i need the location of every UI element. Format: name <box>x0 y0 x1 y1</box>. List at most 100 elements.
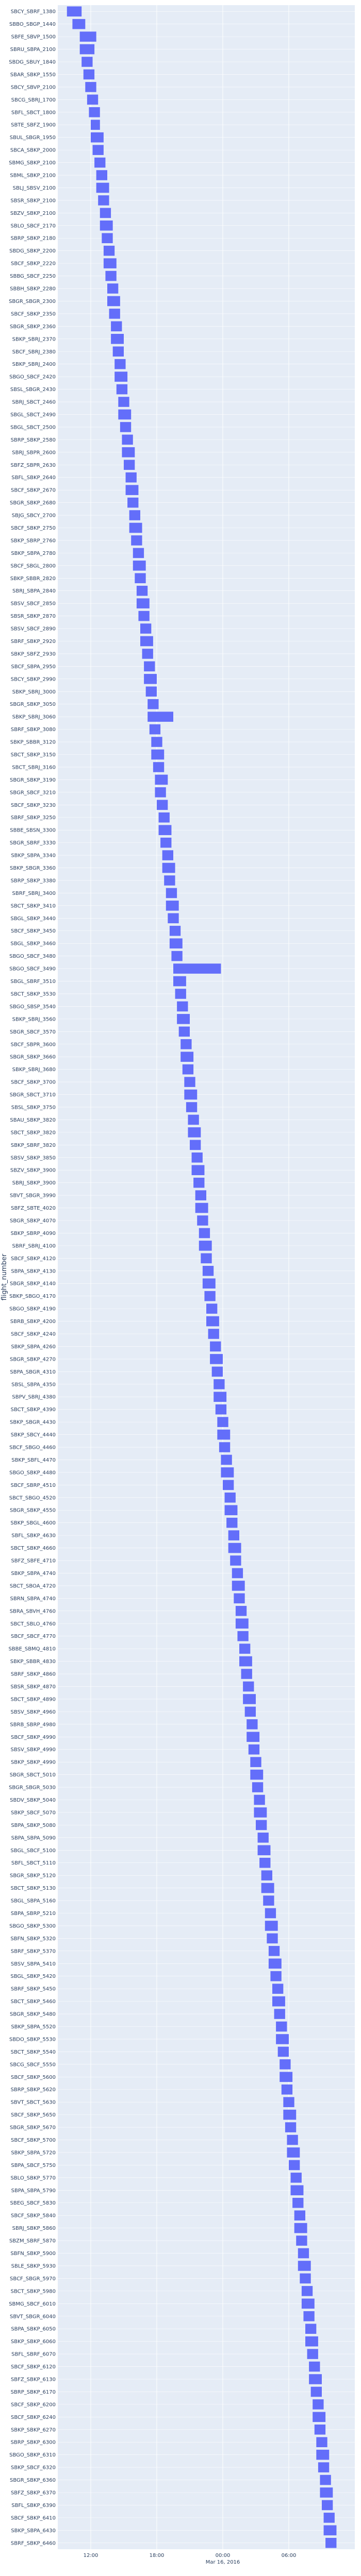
flight-bar[interactable] <box>157 800 168 810</box>
flight-bar[interactable] <box>224 1493 236 1503</box>
flight-bar[interactable] <box>224 1505 238 1516</box>
flight-bar[interactable] <box>191 1152 203 1163</box>
flight-bar[interactable] <box>305 2324 317 2334</box>
flight-bar[interactable] <box>263 1895 274 1906</box>
flight-bar[interactable] <box>283 2109 297 2120</box>
flight-bar[interactable] <box>272 1984 284 1994</box>
flight-bar[interactable] <box>145 686 157 697</box>
flight-bar[interactable] <box>290 2173 302 2183</box>
flight-bar[interactable] <box>162 862 175 873</box>
flight-bar[interactable] <box>155 774 168 785</box>
flight-bar[interactable] <box>316 2437 327 2447</box>
flight-bar[interactable] <box>254 1794 265 1805</box>
flight-bar[interactable] <box>199 1241 212 1251</box>
flight-bar[interactable] <box>114 359 126 369</box>
flight-bar[interactable] <box>182 1064 194 1075</box>
flight-bar[interactable] <box>180 1052 194 1062</box>
flight-bar[interactable] <box>169 938 183 948</box>
flight-bar[interactable] <box>280 2072 293 2082</box>
flight-bar[interactable] <box>118 397 129 407</box>
flight-bar[interactable] <box>155 787 166 798</box>
flight-bar[interactable] <box>310 2386 322 2397</box>
flight-bar[interactable] <box>223 1480 234 1490</box>
flight-bar[interactable] <box>166 888 177 899</box>
flight-bar[interactable] <box>281 2084 293 2095</box>
flight-bar[interactable] <box>91 120 100 130</box>
flight-bar[interactable] <box>254 1807 267 1818</box>
flight-bar[interactable] <box>298 2248 309 2259</box>
flight-bar[interactable] <box>199 1228 210 1239</box>
flight-bar[interactable] <box>197 1215 208 1226</box>
flight-bar[interactable] <box>303 2311 315 2321</box>
flight-bar[interactable] <box>301 2286 313 2296</box>
flight-bar[interactable] <box>175 989 186 999</box>
flight-bar[interactable] <box>325 2537 337 2548</box>
flight-bar[interactable] <box>173 963 221 974</box>
flight-bar[interactable] <box>103 245 115 256</box>
flight-bar[interactable] <box>190 1140 201 1150</box>
flight-bar[interactable] <box>100 221 113 231</box>
flight-bar[interactable] <box>305 2336 318 2347</box>
flight-bar[interactable] <box>322 2500 333 2511</box>
flight-bar[interactable] <box>102 233 113 244</box>
flight-bar[interactable] <box>314 2424 326 2435</box>
flight-bar[interactable] <box>178 1026 190 1037</box>
flight-bar[interactable] <box>133 548 144 558</box>
flight-bar[interactable] <box>168 913 179 924</box>
flight-bar[interactable] <box>67 6 82 17</box>
flight-bar[interactable] <box>135 573 146 584</box>
flight-bar[interactable] <box>298 2261 311 2271</box>
flight-bar[interactable] <box>188 1114 199 1125</box>
flight-bar[interactable] <box>261 1870 272 1880</box>
flight-bar[interactable] <box>287 2147 300 2158</box>
flight-bar[interactable] <box>276 2021 287 2032</box>
flight-bar[interactable] <box>96 182 109 193</box>
flight-bar[interactable] <box>125 472 137 483</box>
flight-bar[interactable] <box>313 2399 324 2410</box>
flight-bar[interactable] <box>107 296 120 307</box>
flight-bar[interactable] <box>127 497 139 508</box>
flight-bar[interactable] <box>283 2097 294 2107</box>
flight-bar[interactable] <box>217 1429 231 1440</box>
flight-bar[interactable] <box>129 510 140 520</box>
flight-bar[interactable] <box>307 2349 318 2359</box>
flight-bar[interactable] <box>239 1643 251 1654</box>
flight-bar[interactable] <box>81 57 93 67</box>
flight-bar[interactable] <box>270 1971 282 1981</box>
flight-bar[interactable] <box>294 2223 307 2233</box>
flight-bar[interactable] <box>256 1820 267 1831</box>
flight-bar[interactable] <box>239 1656 252 1667</box>
flight-bar[interactable] <box>140 623 152 634</box>
flight-bar[interactable] <box>184 1089 198 1100</box>
flight-bar[interactable] <box>98 195 109 206</box>
flight-bar[interactable] <box>180 1039 192 1049</box>
flight-bar[interactable] <box>72 19 86 29</box>
flight-bar[interactable] <box>276 2034 289 2044</box>
flight-bar[interactable] <box>215 1404 227 1415</box>
flight-bar[interactable] <box>268 1946 280 1956</box>
flight-bar[interactable] <box>316 2449 330 2460</box>
flight-bar[interactable] <box>247 1719 258 1730</box>
flight-bar[interactable] <box>241 1669 252 1679</box>
flight-bar[interactable] <box>301 2298 315 2309</box>
flight-bar[interactable] <box>313 2412 326 2422</box>
flight-bar[interactable] <box>122 447 135 457</box>
flight-bar[interactable] <box>219 1442 231 1452</box>
flight-bar[interactable] <box>114 371 128 382</box>
flight-bar[interactable] <box>257 1833 269 1843</box>
flight-bar[interactable] <box>237 1631 249 1641</box>
flight-bar[interactable] <box>136 585 148 596</box>
flight-bar[interactable] <box>158 825 172 835</box>
flight-bar[interactable] <box>112 346 124 357</box>
flight-bar[interactable] <box>210 1354 223 1364</box>
flight-bar[interactable] <box>294 2210 305 2221</box>
flight-bar[interactable] <box>118 409 132 420</box>
flight-bar[interactable] <box>250 1757 261 1767</box>
flight-bar[interactable] <box>309 2374 322 2384</box>
flight-bar[interactable] <box>214 1392 227 1402</box>
flight-bar[interactable] <box>144 661 155 672</box>
flight-bar[interactable] <box>85 82 96 92</box>
flight-bar[interactable] <box>320 2487 333 2498</box>
flight-bar[interactable] <box>243 1681 254 1692</box>
flight-bar[interactable] <box>230 1555 241 1566</box>
